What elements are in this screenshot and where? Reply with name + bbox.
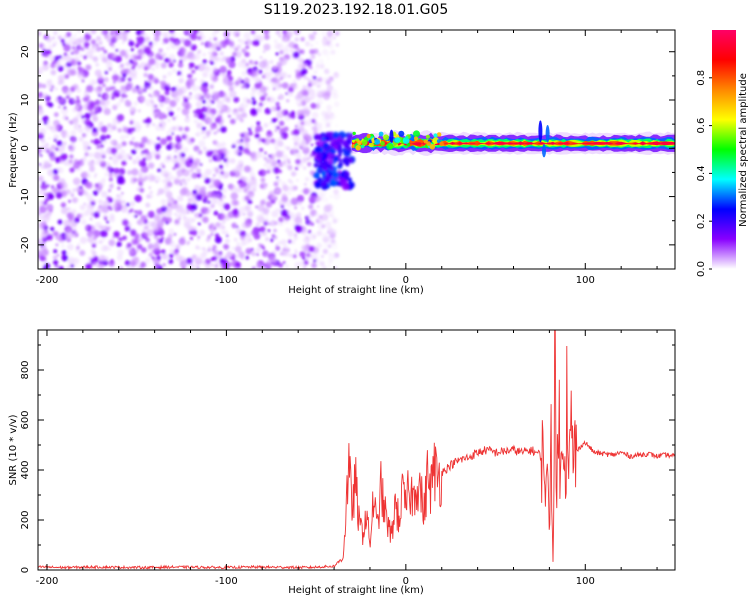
colorbar-tick-label: 0.6 <box>696 118 707 134</box>
colorbar-tick-label: 0.2 <box>696 213 707 229</box>
spectrogram-y-tick-label: 10 <box>20 94 31 107</box>
snr-x-tick-label: -100 <box>215 576 238 587</box>
spectrogram-x-ticks: -200 -100 0 100 <box>36 30 658 286</box>
spectrogram-y-tick-label: -10 <box>20 188 31 204</box>
snr-y-tick-label: 400 <box>20 460 31 479</box>
colorbar-ticks: 0.0 0.2 0.4 0.6 0.8 <box>696 70 712 277</box>
snr-y-tick-label: 600 <box>20 410 31 429</box>
snr-x-tick-label: 0 <box>403 576 409 587</box>
colorbar-label: Normalized spectral amplitude <box>738 73 749 227</box>
spectrogram-frame <box>37 29 676 270</box>
spectrogram-x-tick-label: -200 <box>36 275 59 286</box>
colorbar-strip <box>712 30 736 269</box>
snr-x-ticks: -200 -100 0 100 <box>36 330 658 587</box>
spectrogram-y-label: Frequency (Hz) <box>8 112 19 188</box>
snr-x-tick-label: 100 <box>576 576 595 587</box>
spectrogram-tonal-line <box>351 120 675 158</box>
spectrogram-y-tick-label: 0 <box>20 145 31 151</box>
snr-frame <box>37 329 676 571</box>
spectrogram-y-ticks: -20 -10 0 10 20 <box>20 45 675 270</box>
snr-y-tick-label: 800 <box>20 360 31 379</box>
snr-x-tick-label: -200 <box>36 576 59 587</box>
snr-x-label: Height of straight line (km) <box>288 585 424 596</box>
spectrogram-heatmap <box>38 30 675 269</box>
spectrogram-y-tick-label: 20 <box>20 45 31 58</box>
colorbar: 0.0 0.2 0.4 0.6 0.8 Normalized spectral ampl… <box>696 30 749 277</box>
colorbar-tick-label: 0.0 <box>696 261 707 277</box>
snr-y-tick-label: 0 <box>20 567 31 573</box>
chart-title: S119.2023.192.18.01.G05 <box>264 2 449 18</box>
colorbar-tick-label: 0.8 <box>696 70 707 86</box>
spectrogram-onset-region <box>313 131 356 191</box>
spectrogram-x-label: Height of straight line (km) <box>288 285 424 296</box>
colorbar-tick-label: 0.4 <box>696 165 707 181</box>
spectrogram-y-tick-label: -20 <box>20 237 31 253</box>
snr-series-line <box>38 330 675 570</box>
snr-y-label: SNR (10 * v/v) <box>8 414 19 485</box>
spectrogram-x-tick-label: -100 <box>215 275 238 286</box>
snr-y-ticks: 0 200 400 600 800 <box>20 344 675 573</box>
spectrogram-noise-region <box>38 30 341 269</box>
spectrogram-x-tick-label: 0 <box>403 275 409 286</box>
snr-y-tick-label: 200 <box>20 510 31 529</box>
snr-panel: -200 -100 0 100 0 200 400 600 800 Height of str… <box>8 329 676 596</box>
spectrogram-x-tick-label: 100 <box>576 275 595 286</box>
